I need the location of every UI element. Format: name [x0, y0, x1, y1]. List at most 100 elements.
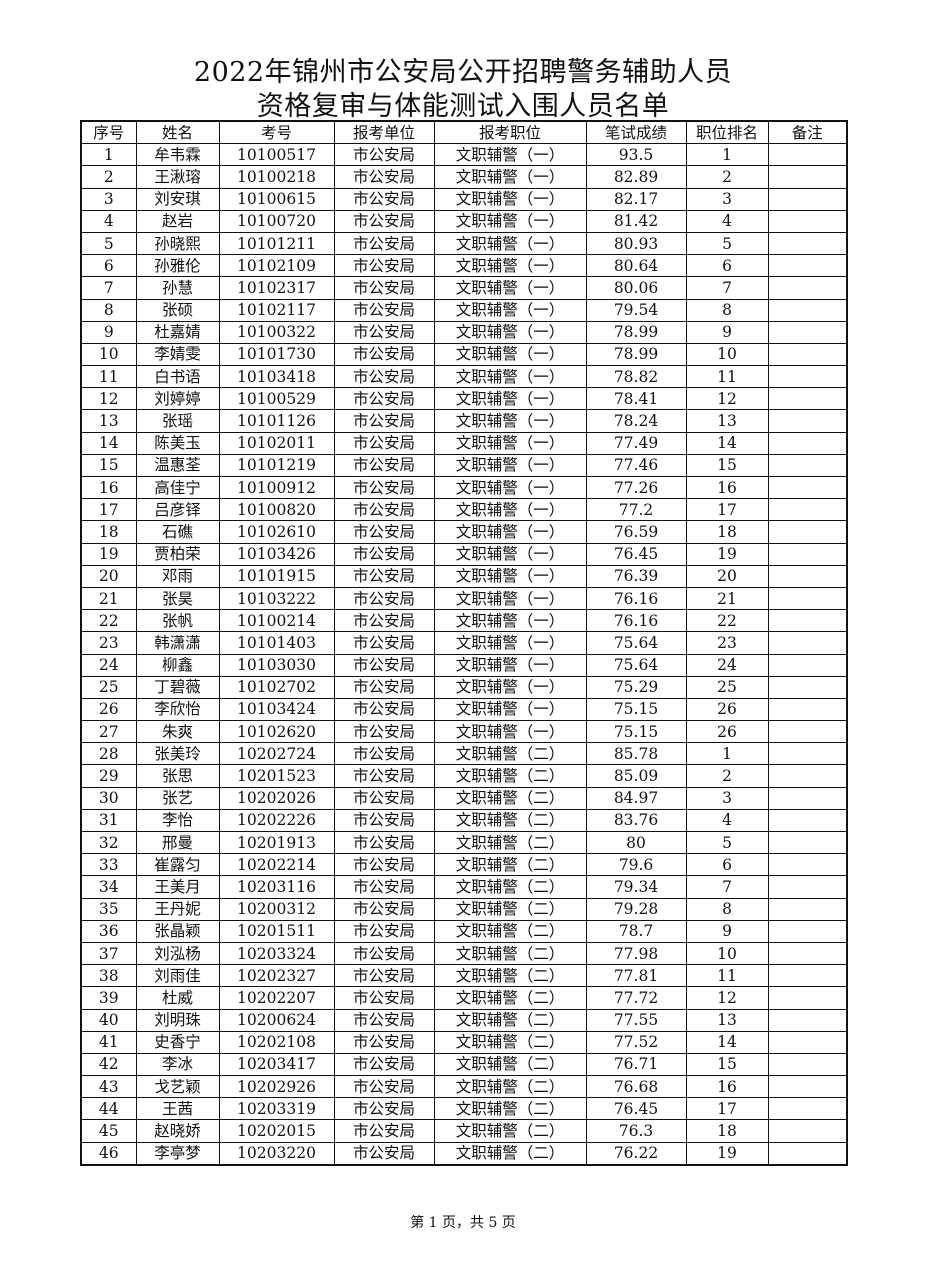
cell-exam-no: 10100322 [218, 320, 335, 344]
table-header-row: 序号 姓名 考号 报考单位 报考职位 笔试成绩 职位排名 备注 [80, 120, 848, 145]
cell-score: 77.26 [585, 475, 687, 500]
cell-score: 85.09 [585, 764, 687, 788]
cell-position: 文职辅警（一） [433, 675, 587, 699]
table-row: 33 崔露匀 10202214 市公安局 文职辅警（二） 79.6 6 [80, 853, 848, 877]
cell-index: 7 [80, 276, 137, 300]
cell-unit: 市公安局 [333, 653, 435, 677]
document-title-line2: 资格复审与体能测试入围人员名单 [256, 91, 670, 122]
cell-score: 76.16 [585, 586, 687, 611]
cell-name: 李冰 [135, 1052, 220, 1077]
cell-exam-no: 10101403 [218, 631, 335, 655]
table-row: 30 张艺 10202026 市公安局 文职辅警（二） 84.97 3 [80, 786, 848, 810]
cell-unit: 市公安局 [333, 697, 435, 722]
cell-unit: 市公安局 [333, 542, 435, 566]
table-row: 7 孙慧 10102317 市公安局 文职辅警（一） 80.06 7 [80, 276, 848, 300]
cell-rank: 9 [685, 919, 769, 943]
cell-index: 43 [80, 1075, 137, 1099]
cell-position: 文职辅警（二） [433, 764, 587, 788]
cell-exam-no: 10201511 [218, 919, 335, 943]
cell-rank: 12 [685, 986, 769, 1010]
cell-name: 牟韦霖 [135, 143, 220, 167]
cell-index: 39 [80, 986, 137, 1010]
table-row: 4 赵岩 10100720 市公安局 文职辅警（一） 81.42 4 [80, 209, 848, 233]
page-footer: 第 1 页，共 5 页 [410, 1215, 516, 1231]
cell-index: 26 [80, 697, 137, 722]
cell-position: 文职辅警（一） [433, 365, 587, 389]
cell-score: 79.34 [585, 875, 687, 899]
cell-exam-no: 10202015 [218, 1119, 335, 1143]
cell-exam-no: 10103222 [218, 586, 335, 611]
cell-name: 石礁 [135, 520, 220, 544]
cell-unit: 市公安局 [333, 675, 435, 699]
table-row: 5 孙晓熙 10101211 市公安局 文职辅警（一） 80.93 5 [80, 231, 848, 256]
cell-score: 76.45 [585, 1097, 687, 1121]
cell-index: 35 [80, 897, 137, 921]
cell-rank: 7 [685, 276, 769, 300]
cell-exam-no: 10202026 [218, 786, 335, 810]
cell-position: 文职辅警（二） [433, 897, 587, 921]
cell-position: 文职辅警（一） [433, 697, 587, 722]
table-row: 18 石礁 10102610 市公安局 文职辅警（一） 76.59 18 [80, 520, 848, 544]
table-row: 24 柳鑫 10103030 市公安局 文职辅警（一） 75.64 24 [80, 653, 848, 677]
header-col-index: 序号 [80, 120, 137, 145]
cell-name: 丁碧薇 [135, 675, 220, 699]
cell-index: 13 [80, 409, 137, 433]
cell-position: 文职辅警（一） [433, 231, 587, 256]
table-row: 20 邓雨 10101915 市公安局 文职辅警（一） 76.39 20 [80, 564, 848, 588]
cell-score: 76.22 [585, 1141, 687, 1166]
cell-score: 75.29 [585, 675, 687, 699]
cell-name: 孙雅伦 [135, 254, 220, 278]
cell-rank: 1 [685, 143, 769, 167]
cell-index: 38 [80, 964, 137, 988]
cell-exam-no: 10100720 [218, 209, 335, 233]
cell-unit: 市公安局 [333, 586, 435, 611]
cell-rank: 16 [685, 475, 769, 500]
cell-rank: 6 [685, 254, 769, 278]
cell-score: 76.59 [585, 520, 687, 544]
cell-unit: 市公安局 [333, 475, 435, 500]
cell-exam-no: 10100615 [218, 187, 335, 211]
cell-unit: 市公安局 [333, 986, 435, 1010]
cell-name: 吕彦铎 [135, 498, 220, 522]
table-row: 37 刘泓杨 10203324 市公安局 文职辅警（二） 77.98 10 [80, 941, 848, 966]
cell-exam-no: 10203319 [218, 1097, 335, 1121]
cell-score: 79.28 [585, 897, 687, 921]
cell-remark [767, 653, 848, 677]
table-row: 11 白书语 10103418 市公安局 文职辅警（一） 78.82 11 [80, 365, 848, 389]
cell-unit: 市公安局 [333, 853, 435, 877]
cell-exam-no: 10203116 [218, 875, 335, 899]
cell-unit: 市公安局 [333, 520, 435, 544]
cell-position: 文职辅警（二） [433, 919, 587, 943]
cell-unit: 市公安局 [333, 231, 435, 256]
cell-name: 刘泓杨 [135, 941, 220, 966]
cell-score: 76.45 [585, 542, 687, 566]
cell-index: 36 [80, 919, 137, 943]
table-row: 46 李亭梦 10203220 市公安局 文职辅警（二） 76.22 19 [80, 1141, 848, 1166]
cell-unit: 市公安局 [333, 1119, 435, 1143]
cell-score: 76.3 [585, 1119, 687, 1143]
cell-exam-no: 10201913 [218, 830, 335, 855]
document-title-line1: 2022年锦州市公安局公开招聘警务辅助人员 [193, 57, 733, 88]
cell-rank: 20 [685, 564, 769, 588]
cell-position: 文职辅警（二） [433, 1097, 587, 1121]
cell-name: 张硕 [135, 298, 220, 322]
cell-score: 77.52 [585, 1030, 687, 1054]
cell-position: 文职辅警（一） [433, 254, 587, 278]
cell-unit: 市公安局 [333, 609, 435, 633]
table-row: 34 王美月 10203116 市公安局 文职辅警（二） 79.34 7 [80, 875, 848, 899]
cell-index: 40 [80, 1008, 137, 1032]
cell-remark [767, 475, 848, 500]
cell-rank: 12 [685, 387, 769, 411]
cell-rank: 9 [685, 320, 769, 344]
table-row: 45 赵晓娇 10202015 市公安局 文职辅警（二） 76.3 18 [80, 1119, 848, 1143]
cell-exam-no: 10103030 [218, 653, 335, 677]
cell-unit: 市公安局 [333, 897, 435, 921]
cell-remark [767, 853, 848, 877]
cell-index: 12 [80, 387, 137, 411]
cell-exam-no: 10100529 [218, 387, 335, 411]
cell-name: 邓雨 [135, 564, 220, 588]
cell-name: 李亭梦 [135, 1141, 220, 1166]
cell-position: 文职辅警（一） [433, 498, 587, 522]
table-row: 16 高佳宁 10100912 市公安局 文职辅警（一） 77.26 16 [80, 475, 848, 500]
cell-exam-no: 10101126 [218, 409, 335, 433]
